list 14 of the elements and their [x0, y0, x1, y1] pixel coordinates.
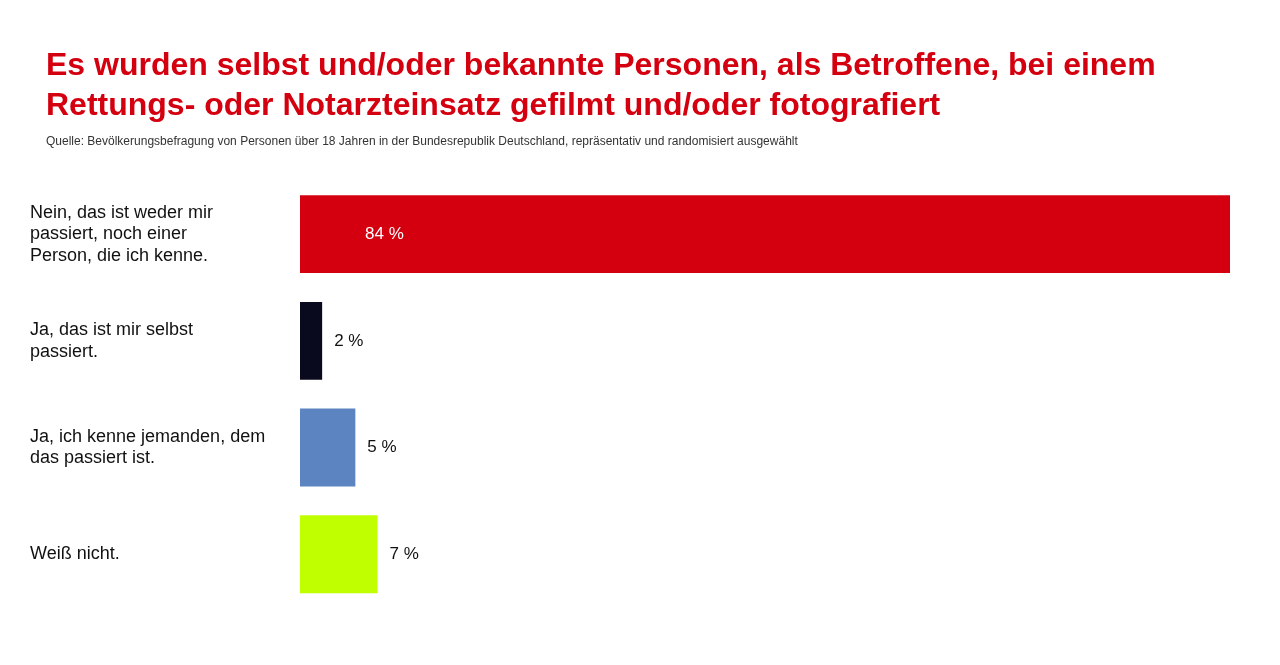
source-note: Quelle: Bevölkerungsbefragung von Personen über 18 Jahren in der Bundesrepublik Deutschland, repräsentativ und randomisiert ausgewählt	[46, 134, 798, 148]
y-tick-label: Ja, ich kenne jemanden, dem das passiert ist.	[30, 425, 266, 468]
bar	[300, 408, 356, 487]
y-tick-label: Ja, das ist mir selbst passiert.	[30, 319, 194, 361]
chart-title: Es wurden selbst und/oder bekannte Personen, als Betroffene, bei einem Rettungs- oder Notarzteinsatz gefilmt und/oder fotografiert	[46, 45, 1157, 124]
data-label: 5 %	[367, 437, 397, 457]
data-label: 7 %	[389, 543, 419, 563]
data-label: 2 %	[334, 330, 364, 350]
y-tick-label: Weiß nicht.	[30, 543, 120, 564]
bar	[300, 195, 1230, 274]
y-tick-label: Nein, das ist weder mir passiert, noch einer Person, die ich kenne.	[30, 201, 214, 265]
bar	[300, 515, 378, 594]
data-label: 84 %	[365, 223, 404, 243]
bar	[300, 301, 323, 380]
